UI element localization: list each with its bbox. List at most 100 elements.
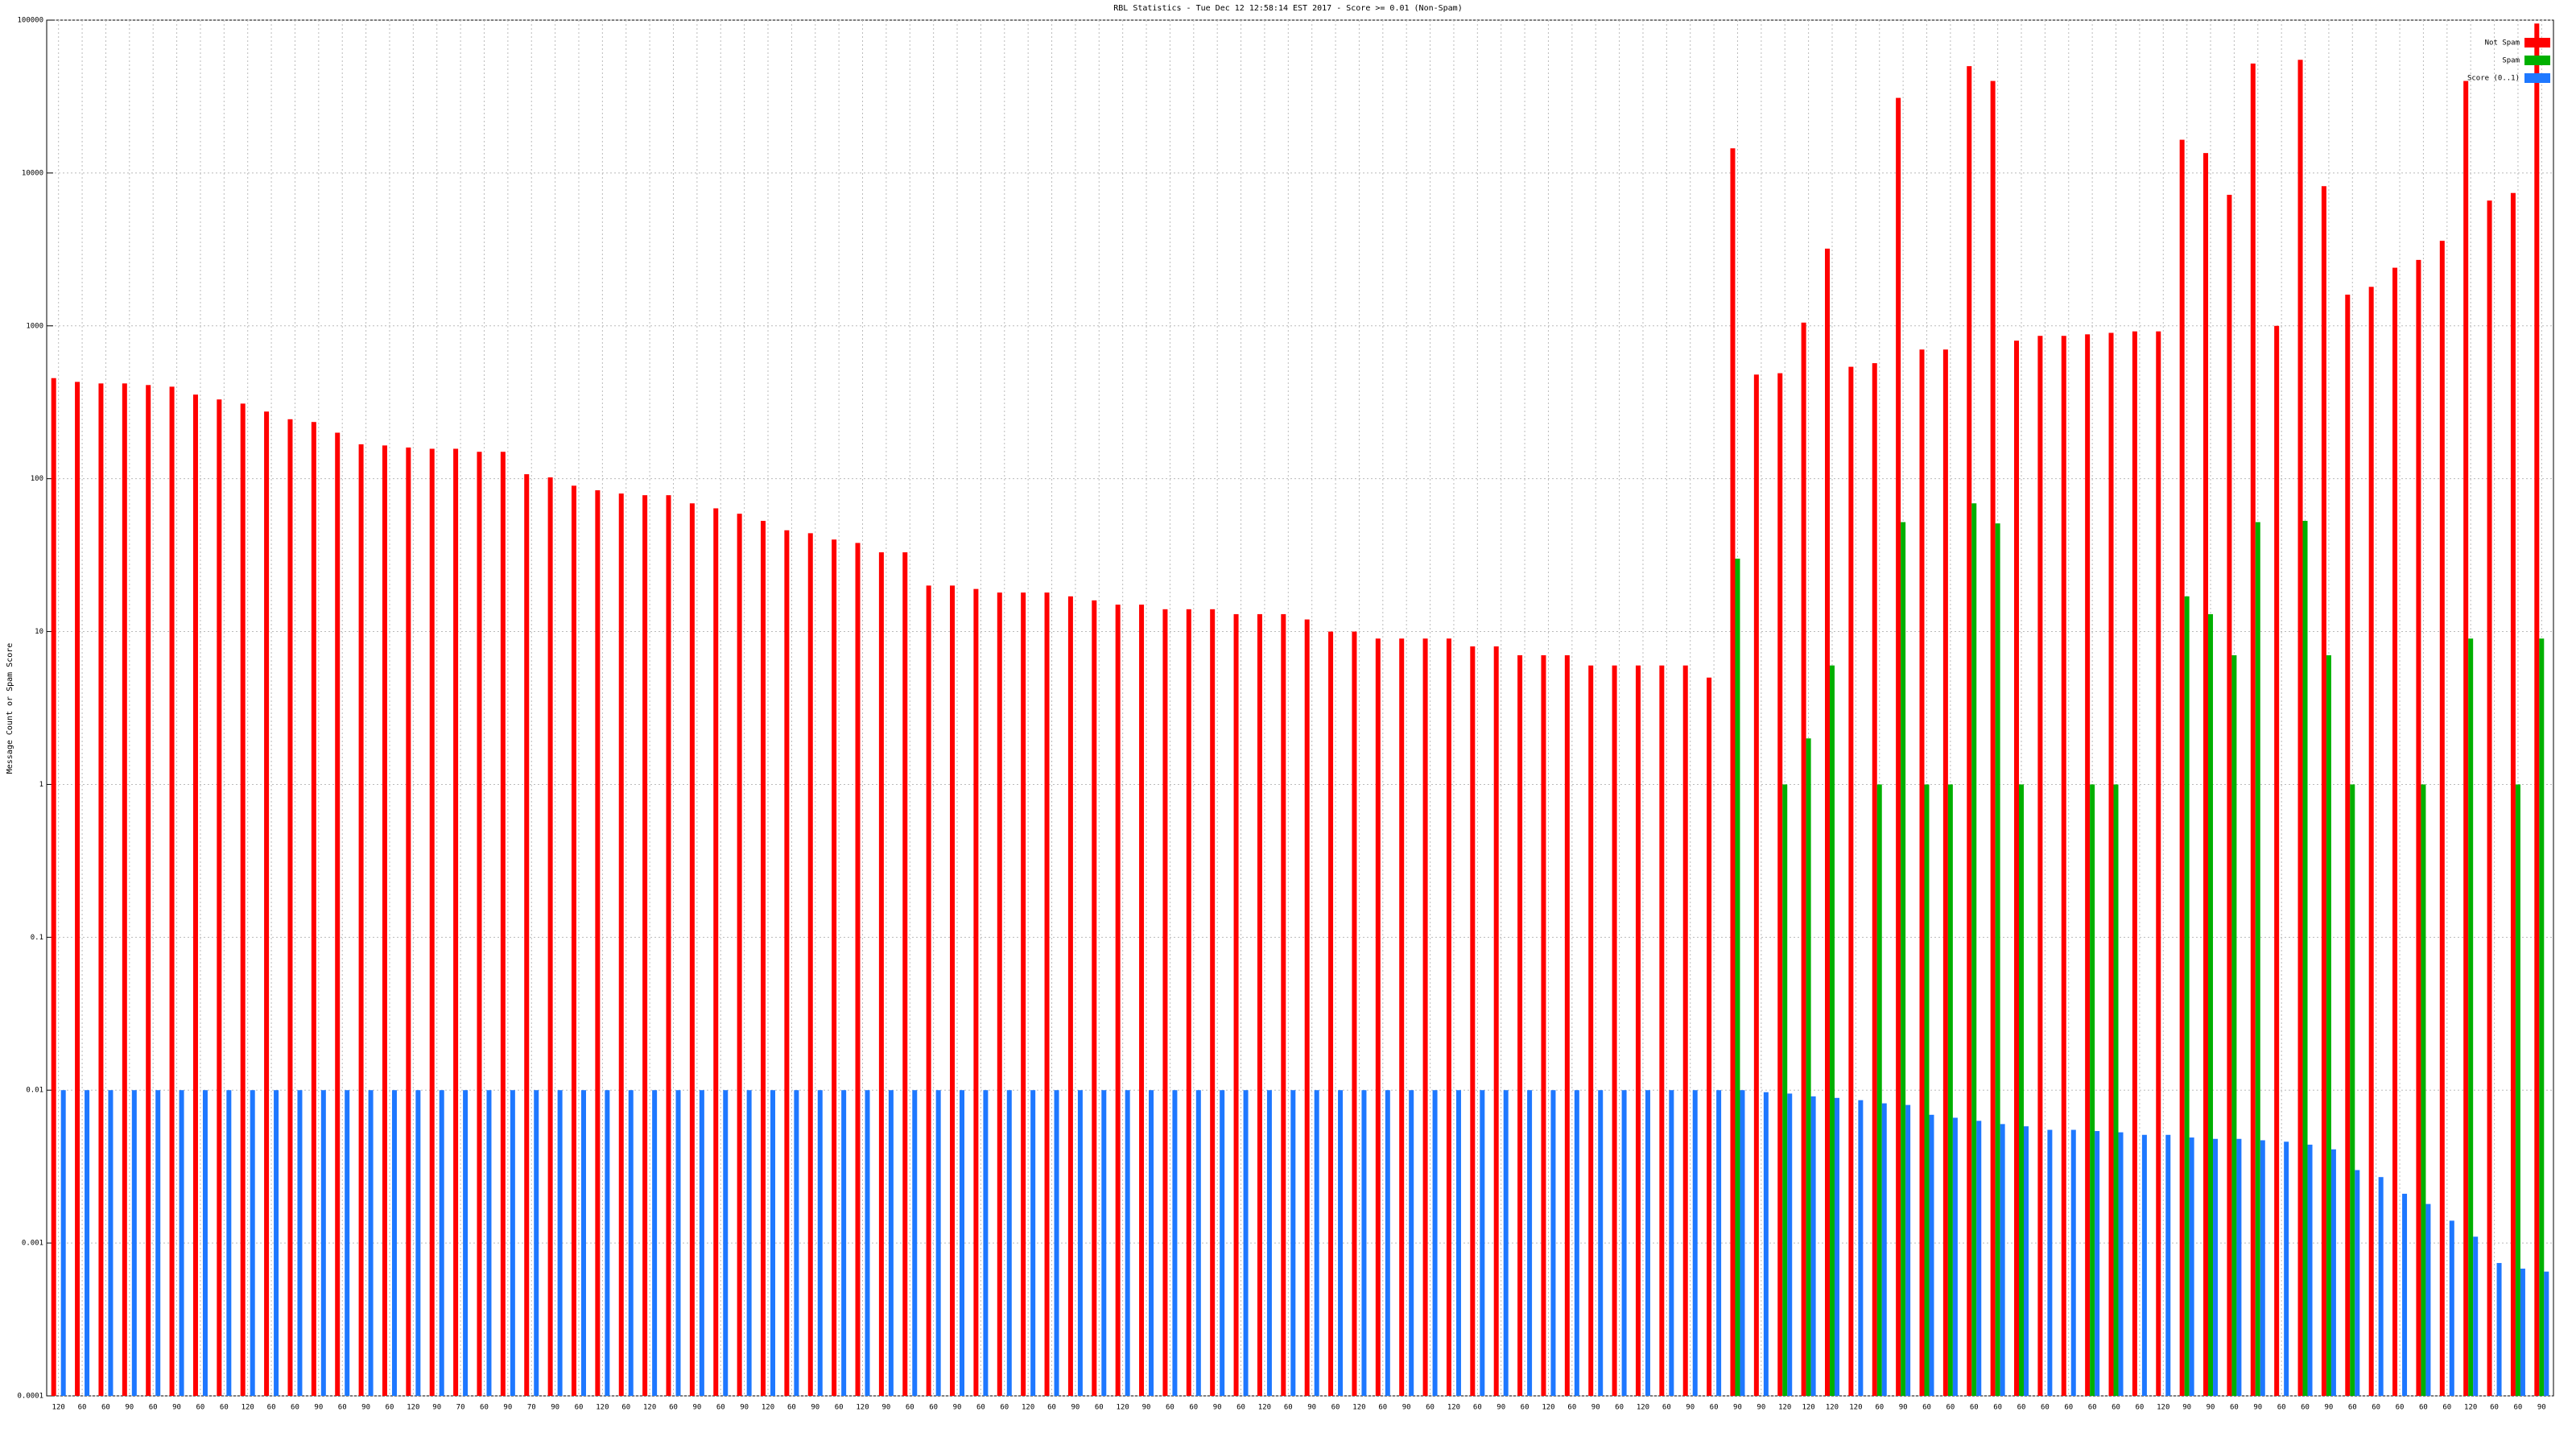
x-tick-label: 120 bbox=[1826, 1404, 1839, 1412]
bar bbox=[1446, 638, 1451, 1396]
x-tick-label: 60 bbox=[2088, 1404, 2097, 1412]
bar bbox=[699, 1090, 704, 1396]
bar bbox=[2345, 295, 2351, 1396]
x-tick-label: 60 bbox=[196, 1404, 205, 1412]
bar bbox=[1806, 738, 1811, 1396]
x-tick-label: 60 bbox=[1189, 1404, 1198, 1412]
bar bbox=[202, 1090, 208, 1396]
bar bbox=[2019, 784, 2025, 1396]
bar bbox=[1782, 784, 1788, 1396]
x-tick-label: 120 bbox=[2464, 1404, 2477, 1412]
bar bbox=[51, 378, 56, 1396]
bar bbox=[510, 1090, 515, 1396]
x-tick-label: 60 bbox=[2017, 1404, 2026, 1412]
bar bbox=[1092, 600, 1097, 1396]
bar bbox=[2416, 259, 2421, 1396]
bar bbox=[1290, 1090, 1296, 1396]
x-tick-label: 60 bbox=[267, 1404, 276, 1412]
bar bbox=[358, 444, 364, 1396]
bar bbox=[1621, 1090, 1627, 1396]
bar bbox=[2260, 1140, 2265, 1396]
x-tick-label: 60 bbox=[1236, 1404, 1245, 1412]
bar bbox=[1777, 373, 1783, 1397]
x-tick-label: 60 bbox=[835, 1404, 844, 1412]
bar bbox=[784, 530, 790, 1396]
bar bbox=[1976, 1121, 1982, 1396]
bar bbox=[997, 592, 1002, 1396]
x-tick-label: 60 bbox=[1166, 1404, 1174, 1412]
bar bbox=[382, 445, 387, 1396]
x-tick-label: 90 bbox=[361, 1404, 370, 1412]
bar bbox=[1810, 1096, 1816, 1396]
bar bbox=[2392, 267, 2398, 1397]
bar bbox=[2165, 1134, 2171, 1396]
x-tick-label: 90 bbox=[2182, 1404, 2191, 1412]
bar bbox=[1139, 605, 1145, 1396]
bar bbox=[1947, 784, 1953, 1396]
bar bbox=[2061, 336, 2066, 1396]
y-axis-label: Message Count or Spam Score bbox=[6, 643, 14, 774]
bar bbox=[642, 495, 648, 1396]
bar bbox=[1659, 665, 1665, 1396]
x-tick-label: 60 bbox=[2348, 1404, 2357, 1412]
bar bbox=[2307, 1144, 2313, 1396]
x-tick-label: 90 bbox=[1591, 1404, 1600, 1412]
y-tick-label: 0.0001 bbox=[17, 1393, 43, 1401]
y-tick-label: 100 bbox=[31, 475, 43, 483]
y-tick-label: 10 bbox=[35, 628, 43, 636]
x-tick-label: 90 bbox=[432, 1404, 441, 1412]
bar bbox=[2326, 654, 2331, 1396]
bar bbox=[1730, 148, 1736, 1396]
x-tick-label: 60 bbox=[2490, 1404, 2499, 1412]
bar bbox=[1901, 522, 1906, 1396]
bar bbox=[618, 493, 624, 1396]
bar bbox=[1848, 366, 1854, 1396]
bar bbox=[2274, 325, 2280, 1396]
x-tick-label: 90 bbox=[2537, 1404, 2546, 1412]
x-tick-label: 60 bbox=[1521, 1404, 1530, 1412]
bar bbox=[2250, 63, 2256, 1396]
bar bbox=[761, 521, 766, 1396]
y-tick-label: 0.1 bbox=[31, 934, 43, 942]
bar bbox=[131, 1090, 137, 1396]
bar bbox=[406, 447, 411, 1397]
bar bbox=[345, 1090, 350, 1396]
bar bbox=[2544, 1271, 2549, 1396]
bar bbox=[865, 1090, 870, 1396]
x-tick-label: 90 bbox=[1307, 1404, 1316, 1412]
bar bbox=[2449, 1220, 2454, 1396]
bar bbox=[1243, 1090, 1249, 1396]
x-tick-label: 60 bbox=[2442, 1404, 2451, 1412]
bar bbox=[832, 539, 837, 1396]
x-tick-label: 60 bbox=[2301, 1404, 2310, 1412]
y-tick-label: 10000 bbox=[22, 169, 43, 177]
x-tick-label: 90 bbox=[1899, 1404, 1908, 1412]
bar bbox=[1942, 349, 1948, 1397]
bar bbox=[1612, 665, 1617, 1396]
bar bbox=[1455, 1090, 1461, 1396]
bar bbox=[1635, 665, 1641, 1396]
x-tick-label: 60 bbox=[976, 1404, 985, 1412]
bar bbox=[794, 1090, 799, 1396]
bar bbox=[1030, 1090, 1036, 1396]
bar bbox=[2108, 332, 2114, 1397]
bar bbox=[557, 1090, 563, 1396]
x-tick-label: 90 bbox=[2324, 1404, 2333, 1412]
x-tick-label: 120 bbox=[1352, 1404, 1365, 1412]
bar bbox=[1541, 654, 1546, 1396]
bar bbox=[737, 514, 742, 1396]
bar bbox=[1834, 1097, 1839, 1396]
bar bbox=[2255, 522, 2260, 1396]
bar bbox=[1716, 1090, 1722, 1396]
x-tick-label: 120 bbox=[1258, 1404, 1271, 1412]
legend-label: Spam bbox=[2502, 57, 2520, 65]
x-tick-label: 90 bbox=[811, 1404, 819, 1412]
x-tick-label: 120 bbox=[1802, 1404, 1814, 1412]
bar bbox=[1375, 638, 1381, 1396]
bar bbox=[1210, 609, 1216, 1396]
x-tick-label: 90 bbox=[2253, 1404, 2262, 1412]
x-tick-label: 90 bbox=[1142, 1404, 1151, 1412]
x-tick-label: 60 bbox=[1875, 1404, 1884, 1412]
x-tick-label: 90 bbox=[692, 1404, 701, 1412]
x-tick-label: 60 bbox=[1615, 1404, 1624, 1412]
